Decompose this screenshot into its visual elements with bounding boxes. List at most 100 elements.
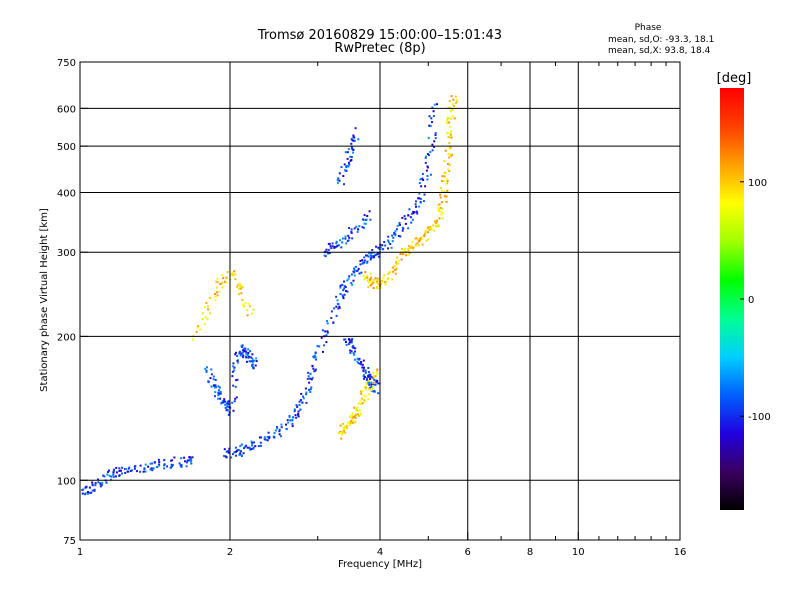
data-point bbox=[367, 367, 370, 369]
data-point bbox=[437, 207, 440, 210]
data-point bbox=[238, 282, 241, 285]
data-point bbox=[425, 169, 428, 172]
data-point bbox=[348, 338, 350, 341]
data-point bbox=[249, 448, 252, 451]
data-point bbox=[346, 279, 349, 282]
data-point bbox=[238, 293, 241, 296]
data-point bbox=[350, 420, 353, 422]
data-point bbox=[439, 193, 442, 196]
data-point bbox=[433, 146, 435, 148]
data-point bbox=[376, 368, 379, 371]
data-point bbox=[285, 423, 287, 426]
data-point bbox=[345, 169, 348, 172]
data-point bbox=[341, 294, 344, 297]
data-point bbox=[394, 234, 397, 237]
data-point bbox=[214, 293, 217, 295]
data-point bbox=[278, 433, 281, 436]
data-point bbox=[210, 385, 213, 388]
data-point bbox=[249, 356, 252, 359]
data-point bbox=[240, 443, 243, 446]
data-point bbox=[396, 262, 399, 265]
data-point bbox=[368, 381, 371, 384]
data-point bbox=[455, 100, 458, 103]
data-point bbox=[404, 222, 407, 225]
data-point bbox=[323, 254, 326, 257]
data-point bbox=[399, 253, 402, 255]
data-point bbox=[351, 412, 354, 415]
data-point bbox=[339, 239, 341, 242]
data-point bbox=[362, 368, 365, 370]
data-point bbox=[362, 394, 365, 397]
data-point bbox=[126, 470, 129, 473]
data-point bbox=[91, 481, 94, 484]
data-point bbox=[251, 353, 254, 356]
data-point bbox=[367, 374, 370, 377]
data-point bbox=[238, 350, 241, 353]
data-point bbox=[432, 110, 435, 113]
data-point bbox=[243, 447, 245, 450]
data-point bbox=[204, 367, 207, 370]
data-point bbox=[326, 322, 329, 325]
data-point bbox=[112, 473, 115, 476]
data-point bbox=[388, 271, 391, 274]
data-point bbox=[415, 205, 417, 208]
data-point bbox=[347, 234, 350, 237]
data-point bbox=[407, 249, 410, 252]
data-point bbox=[364, 369, 367, 372]
data-point bbox=[350, 350, 353, 353]
data-point bbox=[298, 404, 301, 406]
data-point bbox=[371, 282, 374, 285]
data-point bbox=[410, 221, 413, 224]
data-point bbox=[438, 217, 441, 220]
data-point bbox=[350, 228, 353, 231]
data-point bbox=[443, 175, 446, 178]
data-point bbox=[151, 462, 153, 465]
data-point bbox=[427, 238, 429, 241]
data-point bbox=[305, 401, 308, 404]
data-point bbox=[393, 233, 396, 236]
data-point bbox=[250, 360, 253, 363]
data-point bbox=[158, 461, 161, 464]
data-point bbox=[142, 470, 145, 473]
data-point bbox=[445, 195, 448, 198]
data-point bbox=[414, 203, 417, 206]
data-point bbox=[403, 215, 406, 218]
data-point bbox=[433, 140, 436, 143]
data-point bbox=[358, 272, 361, 275]
data-point bbox=[370, 385, 373, 388]
data-point bbox=[219, 390, 222, 393]
data-point bbox=[247, 348, 250, 351]
data-point bbox=[330, 247, 333, 250]
data-point bbox=[328, 242, 331, 245]
data-point bbox=[250, 312, 253, 315]
data-point bbox=[118, 474, 121, 477]
data-point bbox=[214, 391, 217, 394]
data-point bbox=[451, 115, 454, 118]
data-point bbox=[214, 299, 217, 301]
data-point bbox=[324, 330, 327, 333]
data-point bbox=[316, 345, 319, 348]
data-point bbox=[133, 467, 136, 470]
data-point bbox=[236, 378, 239, 381]
data-point bbox=[139, 470, 141, 473]
data-point bbox=[239, 287, 242, 290]
data-point bbox=[376, 280, 379, 283]
data-point bbox=[439, 210, 442, 213]
data-point bbox=[367, 375, 370, 378]
data-point bbox=[447, 163, 450, 165]
data-point bbox=[429, 226, 432, 228]
data-point bbox=[409, 216, 412, 219]
data-point bbox=[353, 274, 356, 277]
data-point bbox=[350, 231, 353, 233]
data-point bbox=[224, 403, 227, 406]
data-point bbox=[365, 218, 368, 221]
data-point bbox=[354, 417, 357, 419]
data-point bbox=[361, 226, 364, 229]
data-point bbox=[186, 459, 189, 462]
data-point bbox=[234, 397, 237, 400]
data-point bbox=[372, 278, 375, 281]
data-point bbox=[112, 468, 115, 471]
data-point bbox=[404, 248, 407, 251]
data-point bbox=[231, 401, 234, 404]
data-point bbox=[407, 248, 410, 250]
